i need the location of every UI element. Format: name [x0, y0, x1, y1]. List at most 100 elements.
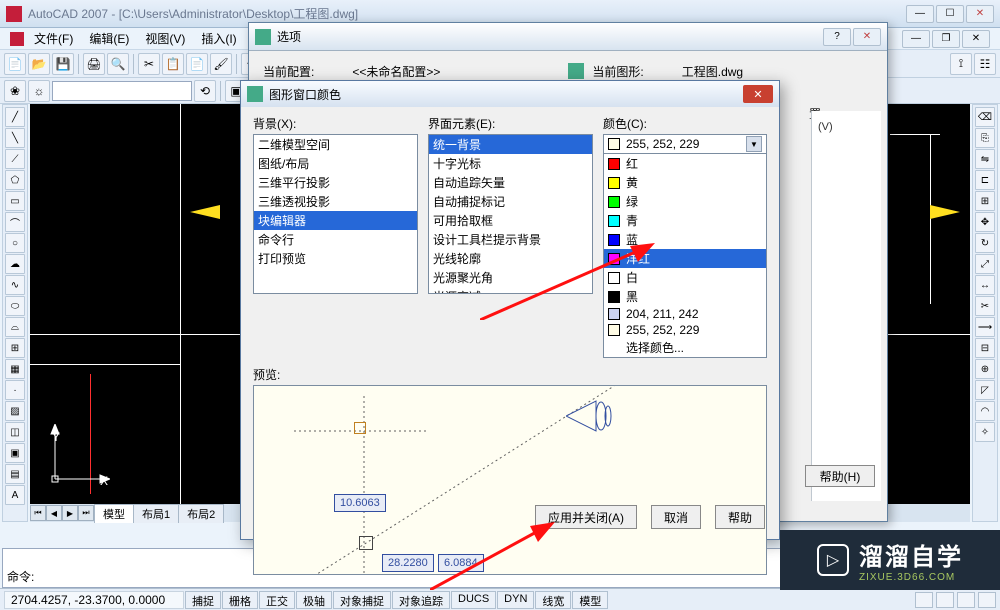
tab-model[interactable]: 模型: [94, 504, 134, 523]
color-item[interactable]: 蓝: [604, 230, 766, 249]
mdi-close-button[interactable]: ✕: [962, 30, 990, 48]
break-tool[interactable]: ⊟: [975, 338, 995, 358]
color-dialog-close-button[interactable]: ✕: [743, 85, 773, 103]
minimize-button[interactable]: —: [906, 5, 934, 23]
color-item[interactable]: 黄: [604, 173, 766, 192]
element-listbox[interactable]: 统一背景十字光标自动追踪矢量自动捕捉标记可用拾取框设计工具栏提示背景光线轮廓光源…: [428, 134, 593, 294]
new-button[interactable]: 📄: [4, 53, 26, 75]
options-close-button[interactable]: ✕: [853, 28, 881, 46]
tab-layout1[interactable]: 布局1: [133, 504, 179, 523]
color-item[interactable]: 选择颜色...: [604, 338, 766, 357]
otrack-toggle[interactable]: 对象追踪: [392, 591, 450, 609]
region-tool[interactable]: ▣: [5, 443, 25, 463]
insert-tool[interactable]: ⊞: [5, 338, 25, 358]
osnap-toggle[interactable]: 对象捕捉: [333, 591, 391, 609]
element-item[interactable]: 自动追踪矢量: [429, 173, 592, 192]
context-item[interactable]: 三维平行投影: [254, 173, 417, 192]
match-button[interactable]: 🖌: [210, 53, 232, 75]
color-combo[interactable]: 255, 252, 229 ▼: [603, 134, 767, 154]
color-item[interactable]: 白: [604, 268, 766, 287]
mdi-restore-button[interactable]: ❐: [932, 30, 960, 48]
ortho-toggle[interactable]: 正交: [259, 591, 295, 609]
layer-prop-button[interactable]: ❀: [4, 80, 26, 102]
offset-tool[interactable]: ⊏: [975, 170, 995, 190]
copy-button[interactable]: 📋: [162, 53, 184, 75]
tab-last-button[interactable]: ⏭: [78, 505, 94, 521]
chamfer-tool[interactable]: ◸: [975, 380, 995, 400]
array-tool[interactable]: ⊞: [975, 191, 995, 211]
scale-tool[interactable]: ⤢: [975, 254, 995, 274]
color-dialog-titlebar[interactable]: 图形窗口颜色 ✕: [241, 81, 779, 107]
context-listbox[interactable]: 二维模型空间图纸/布局三维平行投影三维透视投影块编辑器命令行打印预览: [253, 134, 418, 294]
lwt-toggle[interactable]: 线宽: [535, 591, 571, 609]
explode-tool[interactable]: ✧: [975, 422, 995, 442]
layer-combo[interactable]: [52, 81, 192, 101]
stretch-tool[interactable]: ↔: [975, 275, 995, 295]
extend-tool[interactable]: ⟶: [975, 317, 995, 337]
join-tool[interactable]: ⊕: [975, 359, 995, 379]
dropdown-arrow-icon[interactable]: ▼: [746, 136, 762, 152]
context-item[interactable]: 块编辑器: [254, 211, 417, 230]
ellipse-tool[interactable]: ⬭: [5, 296, 25, 316]
polygon-tool[interactable]: ⬠: [5, 170, 25, 190]
color-item[interactable]: 洋红: [604, 249, 766, 268]
xline-tool[interactable]: ╲: [5, 128, 25, 148]
erase-tool[interactable]: ⌫: [975, 107, 995, 127]
model-toggle[interactable]: 模型: [572, 591, 608, 609]
dyn-toggle[interactable]: DYN: [497, 591, 534, 609]
color-item[interactable]: 黑: [604, 287, 766, 306]
circle-tool[interactable]: ○: [5, 233, 25, 253]
element-item[interactable]: 光源聚光角: [429, 268, 592, 287]
snap-toggle[interactable]: 捕捉: [185, 591, 221, 609]
preview-button[interactable]: 🔍: [107, 53, 129, 75]
context-item[interactable]: 图纸/布局: [254, 154, 417, 173]
ellipsearc-tool[interactable]: ⌓: [5, 317, 25, 337]
menu-view[interactable]: 视图(V): [139, 28, 191, 49]
options-titlebar[interactable]: 选项 ? ✕: [249, 23, 887, 51]
trim-tool[interactable]: ✂: [975, 296, 995, 316]
color-item[interactable]: 绿: [604, 192, 766, 211]
color-dropdown[interactable]: 红黄绿青蓝洋红白黑204, 211, 242255, 252, 229选择颜色.…: [603, 154, 767, 358]
color-item[interactable]: 255, 252, 229: [604, 322, 766, 338]
menu-edit[interactable]: 编辑(E): [83, 28, 135, 49]
color-item[interactable]: 204, 211, 242: [604, 306, 766, 322]
context-item[interactable]: 命令行: [254, 230, 417, 249]
save-button[interactable]: 💾: [52, 53, 74, 75]
open-button[interactable]: 📂: [28, 53, 50, 75]
hatch-tool[interactable]: ▨: [5, 401, 25, 421]
copy-tool[interactable]: ⎘: [975, 128, 995, 148]
options-help-btn[interactable]: 帮助(H): [805, 465, 875, 487]
layer-prev-button[interactable]: ⟲: [194, 80, 216, 102]
revcloud-tool[interactable]: ☁: [5, 254, 25, 274]
mirror-tool[interactable]: ⇋: [975, 149, 995, 169]
block-tool[interactable]: ▦: [5, 359, 25, 379]
status-icon[interactable]: [978, 592, 996, 608]
menu-file[interactable]: 文件(F): [28, 28, 79, 49]
element-item[interactable]: 自动捕捉标记: [429, 192, 592, 211]
element-item[interactable]: 光线轮廓: [429, 249, 592, 268]
qdim-button[interactable]: ⟟: [950, 53, 972, 75]
color-item[interactable]: 红: [604, 154, 766, 173]
move-tool[interactable]: ✥: [975, 212, 995, 232]
grid-toggle[interactable]: 栅格: [222, 591, 258, 609]
fillet-tool[interactable]: ◠: [975, 401, 995, 421]
paste-button[interactable]: 📄: [186, 53, 208, 75]
menu-insert[interactable]: 插入(I): [195, 28, 242, 49]
polar-toggle[interactable]: 极轴: [296, 591, 332, 609]
context-item[interactable]: 二维模型空间: [254, 135, 417, 154]
arc-tool[interactable]: ⌒: [5, 212, 25, 232]
options-help-button[interactable]: ?: [823, 28, 851, 46]
apply-close-button[interactable]: 应用并关闭(A): [535, 505, 637, 529]
line-tool[interactable]: ╱: [5, 107, 25, 127]
element-item[interactable]: 统一背景: [429, 135, 592, 154]
maximize-button[interactable]: ☐: [936, 5, 964, 23]
element-item[interactable]: 十字光标: [429, 154, 592, 173]
status-icon[interactable]: [936, 592, 954, 608]
context-item[interactable]: 三维透视投影: [254, 192, 417, 211]
props-button[interactable]: ☷: [974, 53, 996, 75]
tab-first-button[interactable]: ⏮: [30, 505, 46, 521]
cancel-button[interactable]: 取消: [651, 505, 701, 529]
color-item[interactable]: 青: [604, 211, 766, 230]
tab-prev-button[interactable]: ◀: [46, 505, 62, 521]
ducs-toggle[interactable]: DUCS: [451, 591, 496, 609]
